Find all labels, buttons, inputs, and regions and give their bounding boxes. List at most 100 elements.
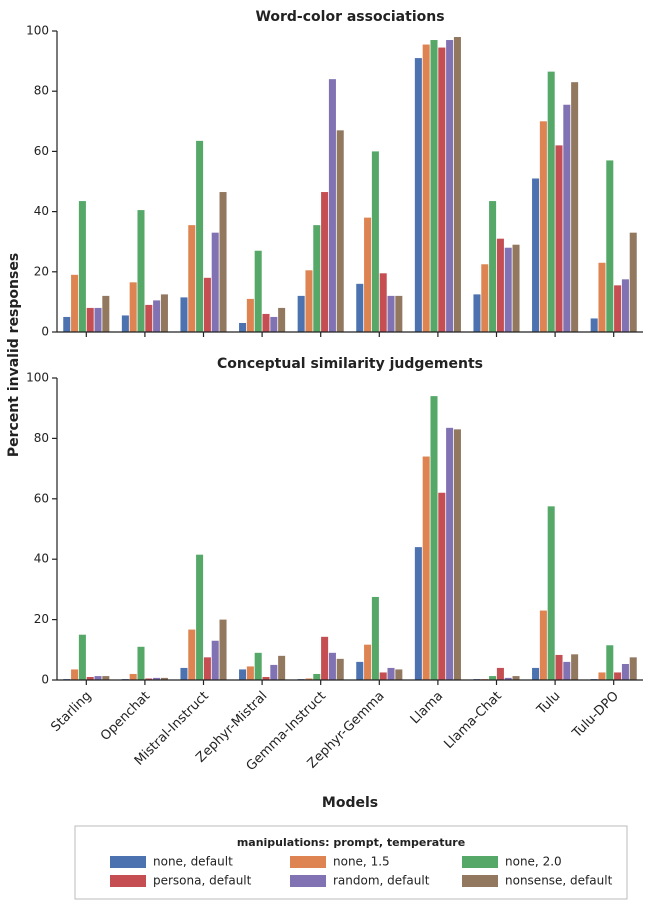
bar [598, 672, 606, 680]
bar [473, 294, 481, 332]
bar [555, 654, 563, 680]
bar [364, 644, 372, 680]
bar [121, 315, 129, 332]
bar [94, 676, 102, 680]
bar [532, 178, 540, 332]
bar [196, 140, 204, 332]
bar [614, 285, 622, 332]
bar [512, 676, 520, 680]
bar [356, 661, 364, 680]
bar [153, 300, 161, 332]
bar [614, 672, 622, 680]
bar [453, 37, 461, 333]
bar [203, 277, 211, 332]
legend-label: none, 1.5 [333, 855, 390, 869]
bar [414, 58, 422, 333]
bar [336, 130, 344, 332]
y-tick-label: 60 [34, 491, 49, 505]
bar [598, 262, 606, 332]
bar [180, 297, 188, 332]
bar [305, 270, 313, 332]
bar [512, 244, 520, 332]
legend-title: manipulations: prompt, temperature [237, 836, 465, 849]
legend-label: nonsense, default [505, 874, 613, 888]
legend-swatch [290, 875, 326, 887]
legend-swatch [110, 875, 146, 887]
bar [145, 304, 153, 332]
bar [489, 676, 497, 680]
bar [297, 295, 305, 332]
bar [239, 322, 247, 332]
bar [387, 667, 395, 680]
bar [78, 201, 86, 332]
bar [321, 192, 329, 332]
bar [246, 298, 254, 332]
y-tick-label: 40 [34, 204, 49, 218]
y-tick-label: 0 [41, 325, 49, 339]
bar [262, 676, 270, 680]
bar [313, 225, 321, 332]
bar [305, 678, 313, 680]
bar [606, 160, 614, 332]
bar [539, 610, 547, 680]
y-tick-label: 100 [26, 371, 49, 385]
bar [254, 652, 262, 680]
bar [371, 151, 379, 332]
bar [422, 456, 430, 680]
bar [137, 646, 145, 680]
bar [621, 663, 629, 680]
bar [387, 295, 395, 332]
bar [278, 307, 286, 332]
legend-swatch [462, 856, 498, 868]
bar [336, 658, 344, 680]
bar [129, 673, 137, 680]
bar [203, 657, 211, 680]
bar [63, 316, 71, 332]
bar [539, 121, 547, 332]
bar [188, 629, 196, 680]
bar [446, 427, 454, 680]
bar [395, 669, 403, 680]
bar [145, 678, 153, 680]
bar [239, 669, 247, 680]
legend-swatch [462, 875, 498, 887]
bar [180, 667, 188, 680]
bar [555, 145, 563, 332]
bar [547, 506, 555, 680]
bar [196, 554, 204, 680]
bar [94, 307, 102, 332]
chart-title: Word-color associations [255, 9, 444, 25]
bar [629, 232, 637, 332]
legend-label: none, 2.0 [505, 855, 562, 869]
bar [430, 396, 438, 680]
bar [321, 636, 329, 680]
y-tick-label: 80 [34, 431, 49, 445]
legend-box [74, 825, 628, 900]
x-tick-label: Openchat [98, 689, 153, 744]
bar [102, 295, 110, 332]
legend-label: none, default [153, 855, 233, 869]
bar [364, 217, 372, 332]
legend-label: random, default [333, 874, 430, 888]
bar [563, 104, 571, 333]
bar [188, 225, 196, 332]
bar [313, 673, 321, 680]
bar [547, 71, 555, 332]
bar [496, 238, 504, 332]
y-tick-label: 20 [34, 612, 49, 626]
bar [328, 79, 336, 332]
y-tick-label: 20 [34, 264, 49, 278]
bar [532, 667, 540, 680]
bar [219, 619, 227, 680]
bar [430, 40, 438, 332]
bar [211, 232, 219, 332]
bar [254, 250, 262, 332]
legend-swatch [290, 856, 326, 868]
bar [278, 655, 286, 680]
x-tick-label: Tulu-DPO [569, 689, 622, 742]
y-tick-label: 0 [41, 673, 49, 687]
bar [262, 313, 270, 332]
bar [621, 279, 629, 332]
bar [422, 44, 430, 333]
x-tick-label: Llama [408, 689, 447, 728]
